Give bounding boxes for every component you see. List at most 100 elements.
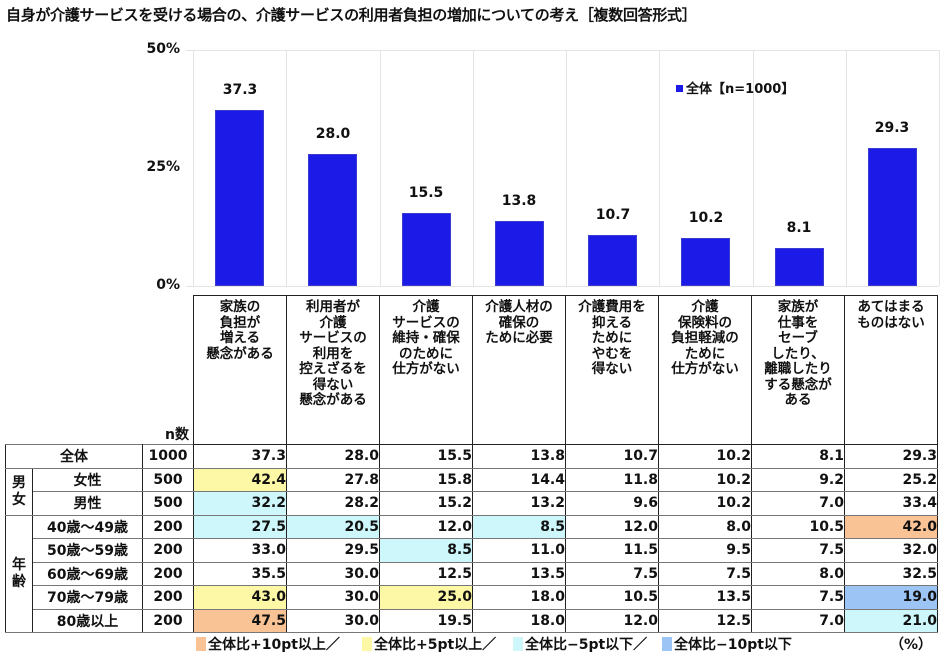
column-header: 利用者が 介護 サービスの 利用を 控えざるを 得ない 懸念がある bbox=[286, 295, 380, 445]
table-cell: 18.0 bbox=[472, 608, 566, 633]
column-header-line: サービスの bbox=[299, 330, 367, 346]
table-cell: 27.5 bbox=[193, 514, 287, 539]
column-header-line: 仕方がない bbox=[671, 361, 739, 377]
column-header-line: サービスの bbox=[392, 314, 460, 331]
column-header-line: 増える bbox=[219, 330, 261, 346]
table-cell: 9.6 bbox=[565, 491, 659, 516]
row-label: 50歳～59歳 bbox=[32, 538, 143, 563]
n-value: 200 bbox=[142, 585, 194, 610]
table-cell: 30.0 bbox=[286, 561, 380, 586]
column-header: 介護費用を 抑える ために やむを 得ない bbox=[565, 295, 659, 445]
column-header-line: セーブ bbox=[778, 330, 818, 346]
table-cell: 10.5 bbox=[565, 585, 659, 610]
gridline-50 bbox=[186, 50, 939, 51]
table-cell: 32.5 bbox=[844, 561, 938, 586]
chart-title: 自身が介護サービスを受ける場合の、介護サービスの利用者負担の増加についての考え［… bbox=[6, 6, 697, 24]
column-header-line: 介護費用を bbox=[578, 299, 646, 315]
n-value: 500 bbox=[142, 467, 194, 492]
row-label: 全体 bbox=[5, 444, 143, 469]
table-cell: 33.0 bbox=[193, 538, 287, 563]
table-cell: 21.0 bbox=[844, 608, 938, 633]
header-blank bbox=[6, 296, 33, 445]
table-cell: 15.5 bbox=[379, 444, 473, 469]
table-cell: 8.5 bbox=[379, 538, 473, 563]
row-label: 60歳～69歳 bbox=[32, 561, 143, 586]
bar bbox=[868, 148, 917, 286]
table-cell: 7.5 bbox=[565, 561, 659, 586]
table-cell: 33.4 bbox=[844, 491, 938, 516]
y-tick-50: 50% bbox=[146, 41, 180, 57]
column-header-line: 仕方がない bbox=[392, 361, 460, 377]
table-cell: 32.2 bbox=[193, 491, 287, 516]
table-row: 男性 500 32.2 28.2 15.2 13.2 9.6 10.2 7.0 33.4 bbox=[6, 491, 938, 516]
bar-value-label: 28.0 bbox=[315, 126, 351, 142]
table-cell: 25.0 bbox=[379, 585, 473, 610]
column-header-line: 家族の bbox=[219, 299, 261, 315]
column-header-line: 仕事を bbox=[777, 314, 819, 331]
row-label: 40歳～49歳 bbox=[32, 514, 143, 539]
blue-swatch-icon bbox=[662, 637, 672, 651]
bar bbox=[215, 110, 264, 286]
table-cell: 12.5 bbox=[658, 608, 752, 633]
column-header-line: したり、 bbox=[771, 345, 825, 362]
vertical-gridline bbox=[473, 50, 474, 286]
n-header: n数 bbox=[142, 295, 194, 445]
table-cell: 42.4 bbox=[193, 467, 287, 492]
column-header-line: 懸念がある bbox=[206, 345, 274, 362]
n-value: 500 bbox=[142, 491, 194, 516]
table-cell: 13.5 bbox=[658, 585, 752, 610]
vertical-gridline bbox=[566, 50, 567, 286]
column-header-line: 介護 bbox=[412, 299, 440, 315]
orange-swatch-icon bbox=[196, 637, 206, 651]
table-cell: 12.0 bbox=[565, 514, 659, 539]
bar bbox=[308, 154, 357, 286]
table-cell: 8.0 bbox=[751, 561, 845, 586]
legend-swatch-icon bbox=[676, 85, 683, 92]
bar bbox=[495, 221, 544, 286]
table-cell: 11.8 bbox=[565, 467, 659, 492]
bar bbox=[681, 238, 730, 286]
vertical-gridline bbox=[659, 50, 660, 286]
column-header-line: ものはない bbox=[857, 314, 925, 331]
table-cell: 29.3 bbox=[844, 444, 938, 469]
column-header-line: 介護人材の bbox=[485, 299, 553, 315]
baseline-0 bbox=[186, 286, 939, 287]
y-tick-0: 0% bbox=[156, 277, 180, 293]
legend-minus10: 全体比−10pt以下 bbox=[662, 634, 792, 654]
column-header-line: あてはまる bbox=[857, 299, 925, 315]
group-label-age: 年齢 bbox=[5, 514, 33, 633]
table-cell: 43.0 bbox=[193, 585, 287, 610]
table-cell: 10.2 bbox=[658, 467, 752, 492]
table-cell: 8.1 bbox=[751, 444, 845, 469]
column-header-line: 介護 bbox=[691, 299, 719, 315]
table-row: 60歳～69歳 200 35.5 30.0 12.5 13.5 7.5 7.5 8.0 32.5 bbox=[6, 561, 938, 586]
table-cell: 15.2 bbox=[379, 491, 473, 516]
column-header-line: 介護 bbox=[319, 314, 347, 331]
column-header-line: のために bbox=[399, 345, 453, 362]
table-cell: 13.2 bbox=[472, 491, 566, 516]
column-header-line: 負担が bbox=[219, 314, 261, 331]
lightblue-swatch-icon bbox=[513, 637, 523, 651]
column-header-line: 維持・確保 bbox=[392, 330, 460, 346]
bar-value-label: 10.2 bbox=[688, 210, 724, 226]
table-cell: 13.8 bbox=[472, 444, 566, 469]
crosstab-table: n数 家族の 負担が 増える 懸念がある 利用者が 介護 サービスの 利用を 控えざるを 得ない懸… bbox=[5, 295, 938, 633]
header-blank bbox=[33, 296, 143, 445]
y-tick-25: 25% bbox=[146, 159, 180, 175]
table-cell: 32.0 bbox=[844, 538, 938, 563]
column-header: 介護人材の 確保の ために必要 bbox=[472, 295, 566, 445]
table-cell: 42.0 bbox=[844, 514, 938, 539]
table-cell: 9.2 bbox=[751, 467, 845, 492]
n-value: 200 bbox=[142, 514, 194, 539]
group-label-char: 女 bbox=[12, 491, 26, 508]
column-header-line: する懸念が bbox=[764, 376, 832, 393]
n-value: 200 bbox=[142, 608, 194, 633]
table-cell: 8.5 bbox=[472, 514, 566, 539]
table-cell: 9.5 bbox=[658, 538, 752, 563]
legend-plus10: 全体比+10pt以上／ bbox=[196, 634, 340, 654]
column-header-line: ために bbox=[591, 330, 633, 346]
bar-value-label: 8.1 bbox=[786, 220, 812, 236]
table-cell: 47.5 bbox=[193, 608, 287, 633]
bar-value-label: 29.3 bbox=[874, 120, 910, 136]
table-cell: 11.5 bbox=[565, 538, 659, 563]
